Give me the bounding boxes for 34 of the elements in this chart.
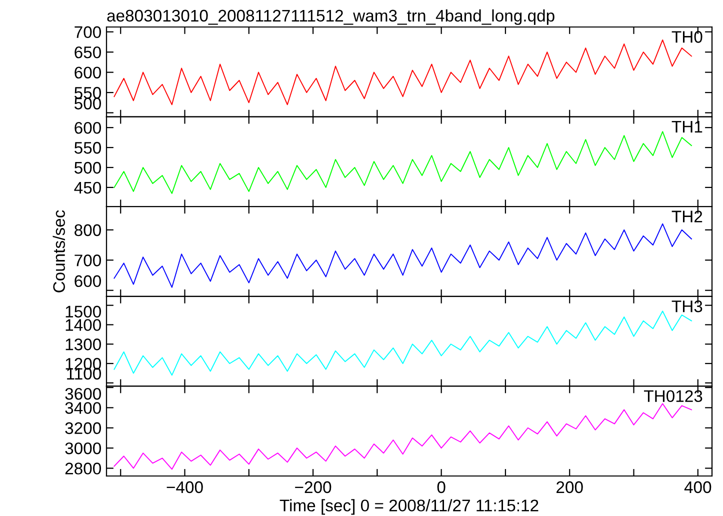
y-tick-label: 3200 [65,422,101,434]
x-tick-label: −200 [295,481,332,494]
y-tick-label: 650 [74,46,101,58]
y-tick-label: 500 [74,162,101,174]
y-tick-label: 550 [74,142,101,154]
y-tick-label: 2800 [65,462,101,474]
y-tick-label: 3000 [65,442,101,454]
series-label: TH0 [672,31,702,43]
series-label: TH0123 [644,390,702,402]
y-tick-label: 700 [74,26,101,38]
y-tick-label: 600 [74,275,101,288]
y-tick-label: 600 [74,66,101,79]
y-tick-label: 700 [74,254,101,266]
y-tick-label: 550 [74,86,101,99]
y-tick-label: 3400 [65,402,101,414]
chart-title: ae803013010_20081127111512_wam3_trn_4band_long.qdp [107,9,554,25]
y-axis-title: Counts/sec [52,210,65,292]
y-tick-label: 1500 [66,306,101,318]
y-tick-label: 1400 [66,319,101,331]
y-tick-label: 600 [74,122,101,134]
line-series [114,403,692,470]
series-label: TH2 [672,210,702,222]
x-tick-label: 400 [684,481,712,494]
series-label: TH3 [672,300,702,312]
x-tick-label: −400 [166,481,203,494]
x-tick-label: 0 [437,481,446,494]
line-series [114,131,692,194]
y-tick-label: 800 [74,224,101,236]
y-tick-label: 1300 [66,338,101,350]
x-tick-label: 200 [556,481,583,494]
y-tick-label: 3600 [65,388,101,400]
x-axis-title: Time [sec] 0 = 2008/11/27 11:15:12 [280,499,538,515]
y-tick-label: 450 [74,182,101,194]
series-label: TH1 [672,121,702,132]
